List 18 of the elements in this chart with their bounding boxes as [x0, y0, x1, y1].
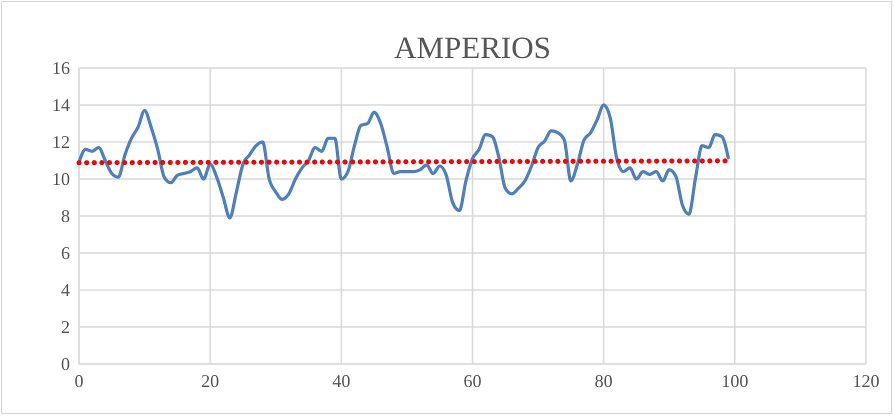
line-series — [77, 103, 730, 220]
y-tick-label: 6 — [61, 242, 70, 263]
y-tick-label: 12 — [52, 132, 70, 152]
y-tick-label: 16 — [52, 58, 70, 78]
y-tick-label: 14 — [52, 94, 70, 115]
y-tick-label: 4 — [61, 280, 70, 300]
x-tick-label: 100 — [721, 370, 748, 391]
x-tick-label: 80 — [594, 370, 613, 391]
x-tick-label: 0 — [74, 370, 84, 391]
chart-title: AMPERIOS — [394, 30, 551, 65]
y-tick-label: 0 — [61, 354, 70, 374]
y-tick-label: 10 — [52, 168, 70, 189]
x-tick-label: 120 — [852, 370, 880, 391]
x-tick-label: 20 — [201, 370, 220, 391]
y-tick-label: 2 — [61, 316, 70, 337]
x-tick-label: 40 — [332, 370, 350, 391]
x-tick-label: 60 — [464, 370, 482, 391]
y-tick-label: 8 — [61, 206, 70, 226]
